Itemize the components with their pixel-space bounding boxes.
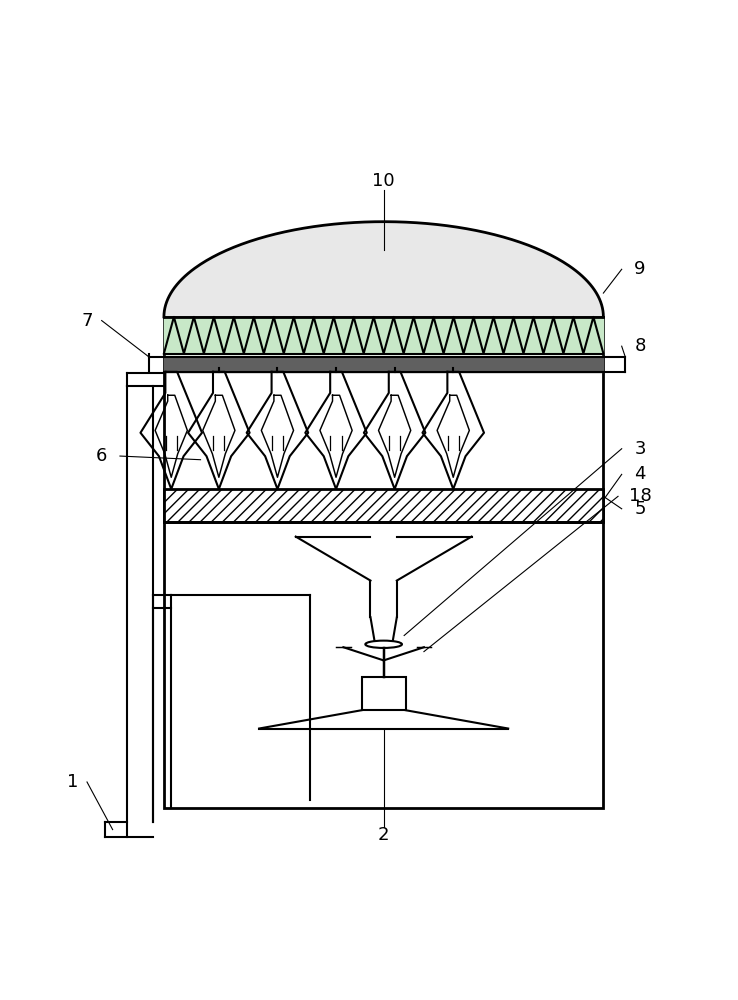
- Bar: [362, 677, 406, 710]
- Text: 6: 6: [96, 447, 107, 465]
- Polygon shape: [164, 357, 604, 372]
- Text: 3: 3: [634, 440, 646, 458]
- Text: 9: 9: [634, 260, 646, 278]
- Text: 1: 1: [66, 773, 78, 791]
- Text: 8: 8: [635, 337, 646, 355]
- Text: 7: 7: [81, 312, 93, 330]
- Text: 18: 18: [629, 487, 652, 505]
- Polygon shape: [164, 317, 604, 354]
- Ellipse shape: [365, 641, 402, 648]
- Polygon shape: [164, 489, 604, 522]
- Text: 10: 10: [373, 172, 395, 190]
- Polygon shape: [164, 222, 604, 317]
- Text: 2: 2: [378, 826, 390, 844]
- Text: 4: 4: [634, 465, 646, 483]
- Text: 5: 5: [634, 500, 646, 518]
